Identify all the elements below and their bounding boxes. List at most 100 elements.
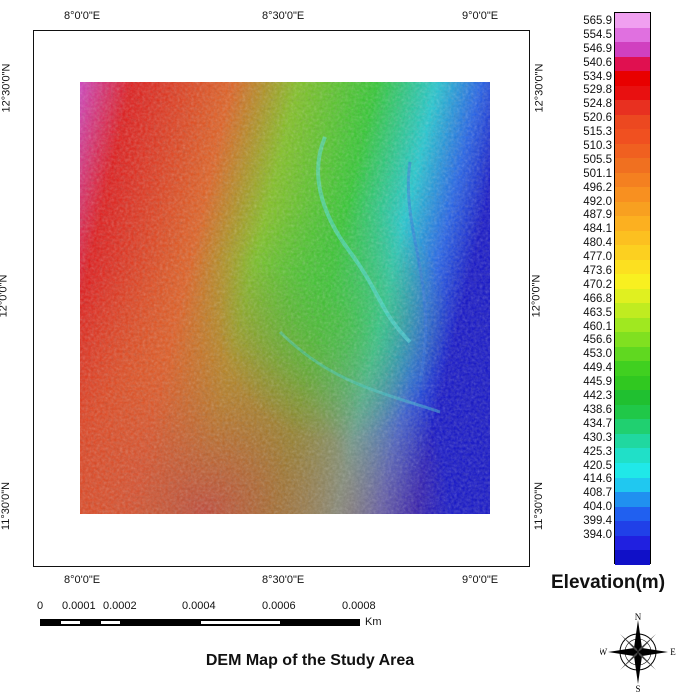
legend-swatch [615,404,650,420]
scale-unit: Km [365,616,382,628]
legend-swatch [615,114,650,130]
lon-bottom-3: 9°0'0"E [462,574,499,586]
legend-swatch [615,303,650,318]
legend-swatch [615,27,650,43]
lat-left-2: 12°0'0"N [0,274,10,318]
legend-value: 554.5 [583,28,612,41]
legend-color-bar [614,12,651,565]
legend-value: 466.8 [583,292,612,305]
legend-labels: 565.9 554.5 546.9 540.6 534.9 529.8 524.8 520.6… [566,15,612,543]
legend-swatch [615,13,650,28]
lat-left-3: 11°30'0"N [0,481,13,531]
map-title: DEM Map of the Study Area [205,652,415,669]
lat-left-1: 12°30'0"N [0,63,13,113]
legend-swatch [615,216,650,231]
legend-value: 515.3 [583,126,612,139]
legend-value: 477.0 [583,251,612,264]
legend-swatch [615,433,650,449]
lat-right-1: 12°30'0"N [533,63,546,113]
legend-swatch [615,201,650,217]
legend-swatch [615,332,650,347]
legend-swatch [615,317,650,333]
legend-swatch [615,535,650,551]
legend-value: 487.9 [583,209,612,222]
legend-swatch [615,346,650,362]
legend-value: 492.0 [583,195,612,208]
legend-value: 501.1 [583,167,612,180]
legend-swatch [615,274,650,289]
legend-value: 430.3 [583,431,612,444]
legend-value: 510.3 [583,140,612,153]
lon-bottom-2: 8°30'0"E [262,574,305,586]
compass-s: S [635,684,640,692]
lon-bottom-1: 8°0'0"E [64,574,101,586]
legend-value: 456.6 [583,334,612,347]
legend-value: 408.7 [583,487,612,500]
legend-value: 496.2 [583,181,612,194]
legend-value: 445.9 [583,376,612,389]
legend-swatch [615,143,650,159]
legend-value: 453.0 [583,348,612,361]
legend-swatch [615,521,650,536]
scale-label-3: 0.0004 [182,600,216,612]
legend-swatch [615,462,650,478]
legend-value: 394.0 [583,528,612,541]
legend-value: 520.6 [583,112,612,125]
legend-value: 463.5 [583,306,612,319]
legend-value: 524.8 [583,98,612,111]
legend-swatch [615,42,650,57]
legend-value: 434.7 [583,417,612,430]
legend-swatch [615,245,650,260]
scale-label-1: 0.0001 [62,600,96,612]
scale-label-0: 0 [37,600,44,612]
legend-swatch [615,506,650,522]
legend-value: 460.1 [583,320,612,333]
scale-label-2: 0.0002 [103,600,137,612]
lat-right-3: 11°30'0"N [533,481,546,531]
scale-label-5: 0.0008 [342,600,376,612]
legend-swatch [615,492,650,507]
legend-value: 546.9 [583,42,612,55]
legend-swatch [615,375,650,391]
legend-value: 565.9 [583,15,612,27]
legend-value: 404.0 [583,501,612,514]
lon-top-1: 8°0'0"E [64,10,101,22]
compass-w: W [600,647,608,657]
legend-swatch [615,288,650,304]
legend-swatch [615,477,650,493]
compass-n: N [635,612,642,622]
legend-swatch [615,100,650,115]
legend-value: 425.3 [583,445,612,458]
legend-value: 399.4 [583,515,612,528]
legend-swatch [615,550,650,565]
legend-value: 480.4 [583,237,612,250]
legend-swatch [615,448,650,463]
scale-label-4: 0.0006 [262,600,296,612]
legend-value: 420.5 [583,459,612,472]
lon-top-3: 9°0'0"E [462,10,499,22]
compass-rose-icon: N S W E [600,612,676,692]
legend-value: 414.6 [583,473,612,486]
dem-raster [80,82,490,514]
legend-swatch [615,230,650,246]
legend-swatch [615,390,650,405]
legend-value: 470.2 [583,278,612,291]
legend-value: 473.6 [583,265,612,278]
scale-bar [40,619,360,626]
legend-value: 484.1 [583,223,612,236]
legend-value: 505.5 [583,153,612,166]
legend-swatch [615,172,650,188]
legend-value: 438.6 [583,403,612,416]
legend-swatch [615,56,650,72]
legend-swatch [615,129,650,144]
legend-swatch [615,419,650,434]
legend-swatch [615,71,650,86]
legend-swatch [615,361,650,376]
compass-e: E [670,647,676,657]
legend-value: 442.3 [583,390,612,403]
lat-right-2: 12°0'0"N [530,274,543,318]
legend-value: 534.9 [583,70,612,83]
legend-swatch [615,259,650,275]
lon-top-2: 8°30'0"E [262,10,305,22]
legend-title: Elevation(m) [551,572,666,593]
